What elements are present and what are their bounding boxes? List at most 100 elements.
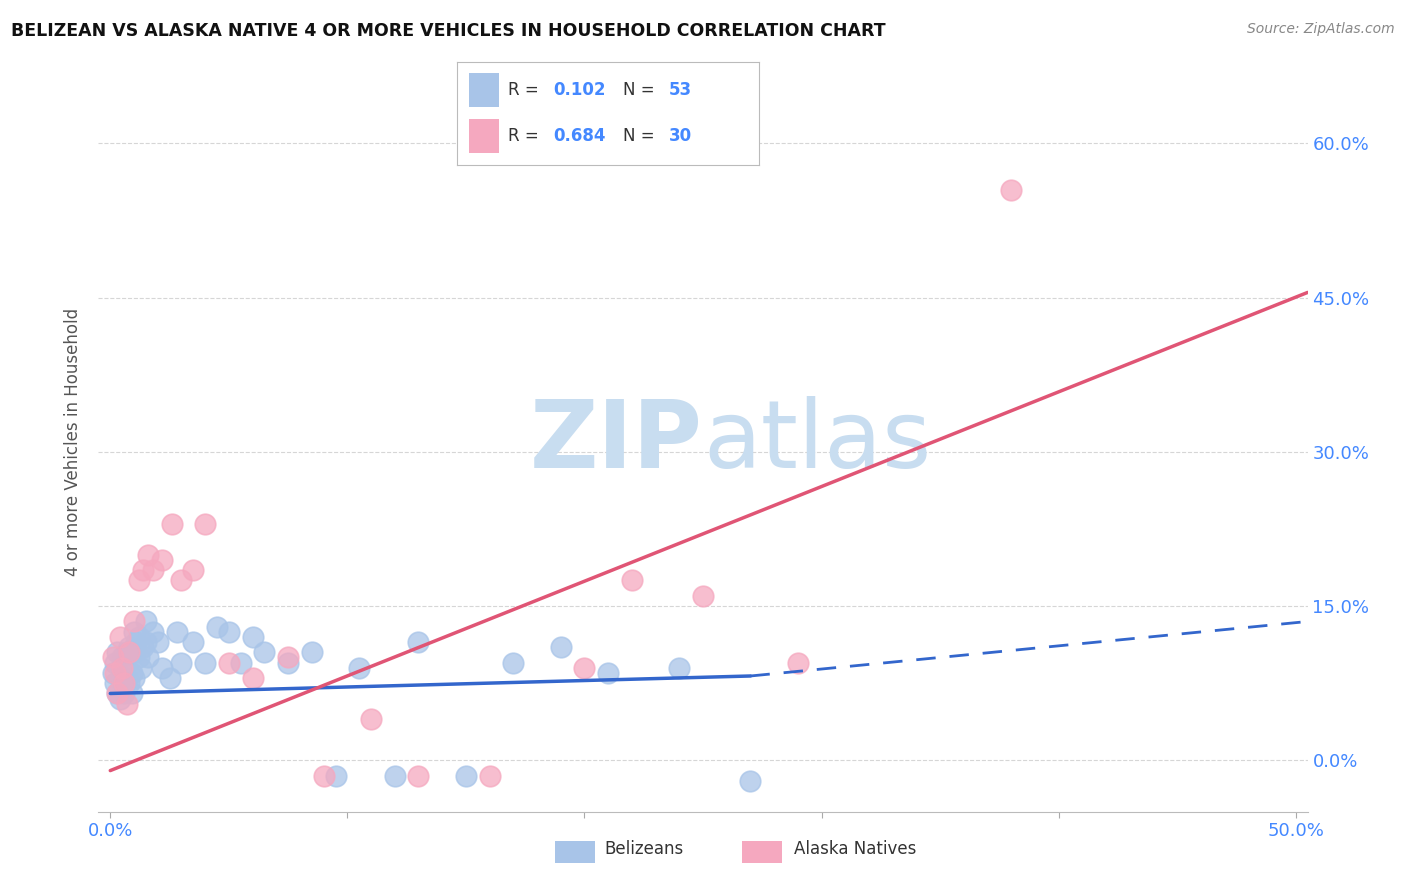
Point bbox=[115, 645, 138, 659]
Point bbox=[101, 665, 124, 680]
Point bbox=[277, 650, 299, 665]
Text: 53: 53 bbox=[669, 81, 692, 99]
Point bbox=[104, 656, 127, 670]
Point bbox=[786, 656, 808, 670]
Point bbox=[205, 620, 228, 634]
Point bbox=[574, 661, 596, 675]
Point bbox=[122, 615, 145, 629]
Point bbox=[160, 516, 183, 531]
Point bbox=[194, 656, 217, 670]
Point bbox=[152, 661, 174, 675]
Point bbox=[454, 769, 477, 783]
Point bbox=[692, 589, 714, 603]
Point bbox=[105, 645, 128, 659]
Point bbox=[108, 691, 131, 706]
Point bbox=[114, 676, 136, 690]
Point bbox=[132, 563, 155, 577]
Point bbox=[125, 635, 148, 649]
Point bbox=[166, 624, 188, 639]
Point bbox=[132, 640, 155, 655]
Point bbox=[620, 574, 643, 588]
Text: atlas: atlas bbox=[703, 395, 931, 488]
Point bbox=[181, 563, 204, 577]
Point bbox=[1000, 183, 1022, 197]
Point bbox=[146, 635, 169, 649]
Point bbox=[502, 656, 524, 670]
Point bbox=[114, 686, 136, 700]
Point bbox=[135, 615, 157, 629]
Point bbox=[115, 671, 138, 685]
Point bbox=[136, 548, 159, 562]
Text: Belizeans: Belizeans bbox=[605, 840, 683, 858]
Point bbox=[111, 661, 134, 675]
Point bbox=[111, 681, 134, 696]
Point bbox=[118, 640, 141, 655]
Point bbox=[128, 650, 150, 665]
Text: R =: R = bbox=[509, 81, 544, 99]
Point bbox=[122, 671, 145, 685]
Point bbox=[408, 635, 430, 649]
Point bbox=[128, 630, 150, 644]
Text: 30: 30 bbox=[669, 128, 692, 145]
Point bbox=[170, 656, 193, 670]
Point bbox=[159, 671, 181, 685]
Point bbox=[122, 624, 145, 639]
Point bbox=[347, 661, 370, 675]
Point bbox=[101, 650, 124, 665]
Point bbox=[105, 686, 128, 700]
Point bbox=[121, 686, 143, 700]
Text: 0.102: 0.102 bbox=[554, 81, 606, 99]
Point bbox=[253, 645, 276, 659]
Text: ZIP: ZIP bbox=[530, 395, 703, 488]
Point bbox=[598, 665, 620, 680]
Point bbox=[740, 773, 762, 788]
Point bbox=[122, 645, 145, 659]
Point bbox=[194, 516, 217, 531]
Bar bbox=[470, 119, 499, 153]
Point bbox=[277, 656, 299, 670]
Point bbox=[301, 645, 323, 659]
Text: Source: ZipAtlas.com: Source: ZipAtlas.com bbox=[1247, 22, 1395, 37]
Point bbox=[668, 661, 690, 675]
Point bbox=[242, 671, 264, 685]
Point bbox=[408, 769, 430, 783]
Point bbox=[118, 676, 141, 690]
Point bbox=[142, 563, 165, 577]
Point bbox=[550, 640, 572, 655]
Point bbox=[136, 650, 159, 665]
Point bbox=[135, 635, 157, 649]
Point bbox=[218, 656, 240, 670]
Text: 0.684: 0.684 bbox=[554, 128, 606, 145]
Text: N =: N = bbox=[623, 81, 659, 99]
Text: BELIZEAN VS ALASKA NATIVE 4 OR MORE VEHICLES IN HOUSEHOLD CORRELATION CHART: BELIZEAN VS ALASKA NATIVE 4 OR MORE VEHI… bbox=[11, 22, 886, 40]
Point bbox=[108, 630, 131, 644]
Text: N =: N = bbox=[623, 128, 659, 145]
Point bbox=[115, 697, 138, 711]
Point bbox=[242, 630, 264, 644]
Point bbox=[104, 665, 127, 680]
Point bbox=[312, 769, 335, 783]
Point bbox=[104, 676, 127, 690]
Text: Alaska Natives: Alaska Natives bbox=[794, 840, 917, 858]
Text: R =: R = bbox=[509, 128, 544, 145]
Point bbox=[142, 624, 165, 639]
Point bbox=[114, 661, 136, 675]
Point bbox=[128, 574, 150, 588]
Point bbox=[229, 656, 252, 670]
Point bbox=[360, 712, 382, 726]
Y-axis label: 4 or more Vehicles in Household: 4 or more Vehicles in Household bbox=[65, 308, 83, 575]
Point bbox=[181, 635, 204, 649]
Point bbox=[152, 553, 174, 567]
Point bbox=[118, 645, 141, 659]
Point bbox=[129, 661, 152, 675]
Point bbox=[170, 574, 193, 588]
Point bbox=[325, 769, 347, 783]
Point bbox=[121, 665, 143, 680]
Point bbox=[105, 686, 128, 700]
Point bbox=[218, 624, 240, 639]
Point bbox=[111, 650, 134, 665]
Point bbox=[108, 671, 131, 685]
Point bbox=[478, 769, 501, 783]
Point bbox=[384, 769, 406, 783]
Bar bbox=[470, 73, 499, 106]
